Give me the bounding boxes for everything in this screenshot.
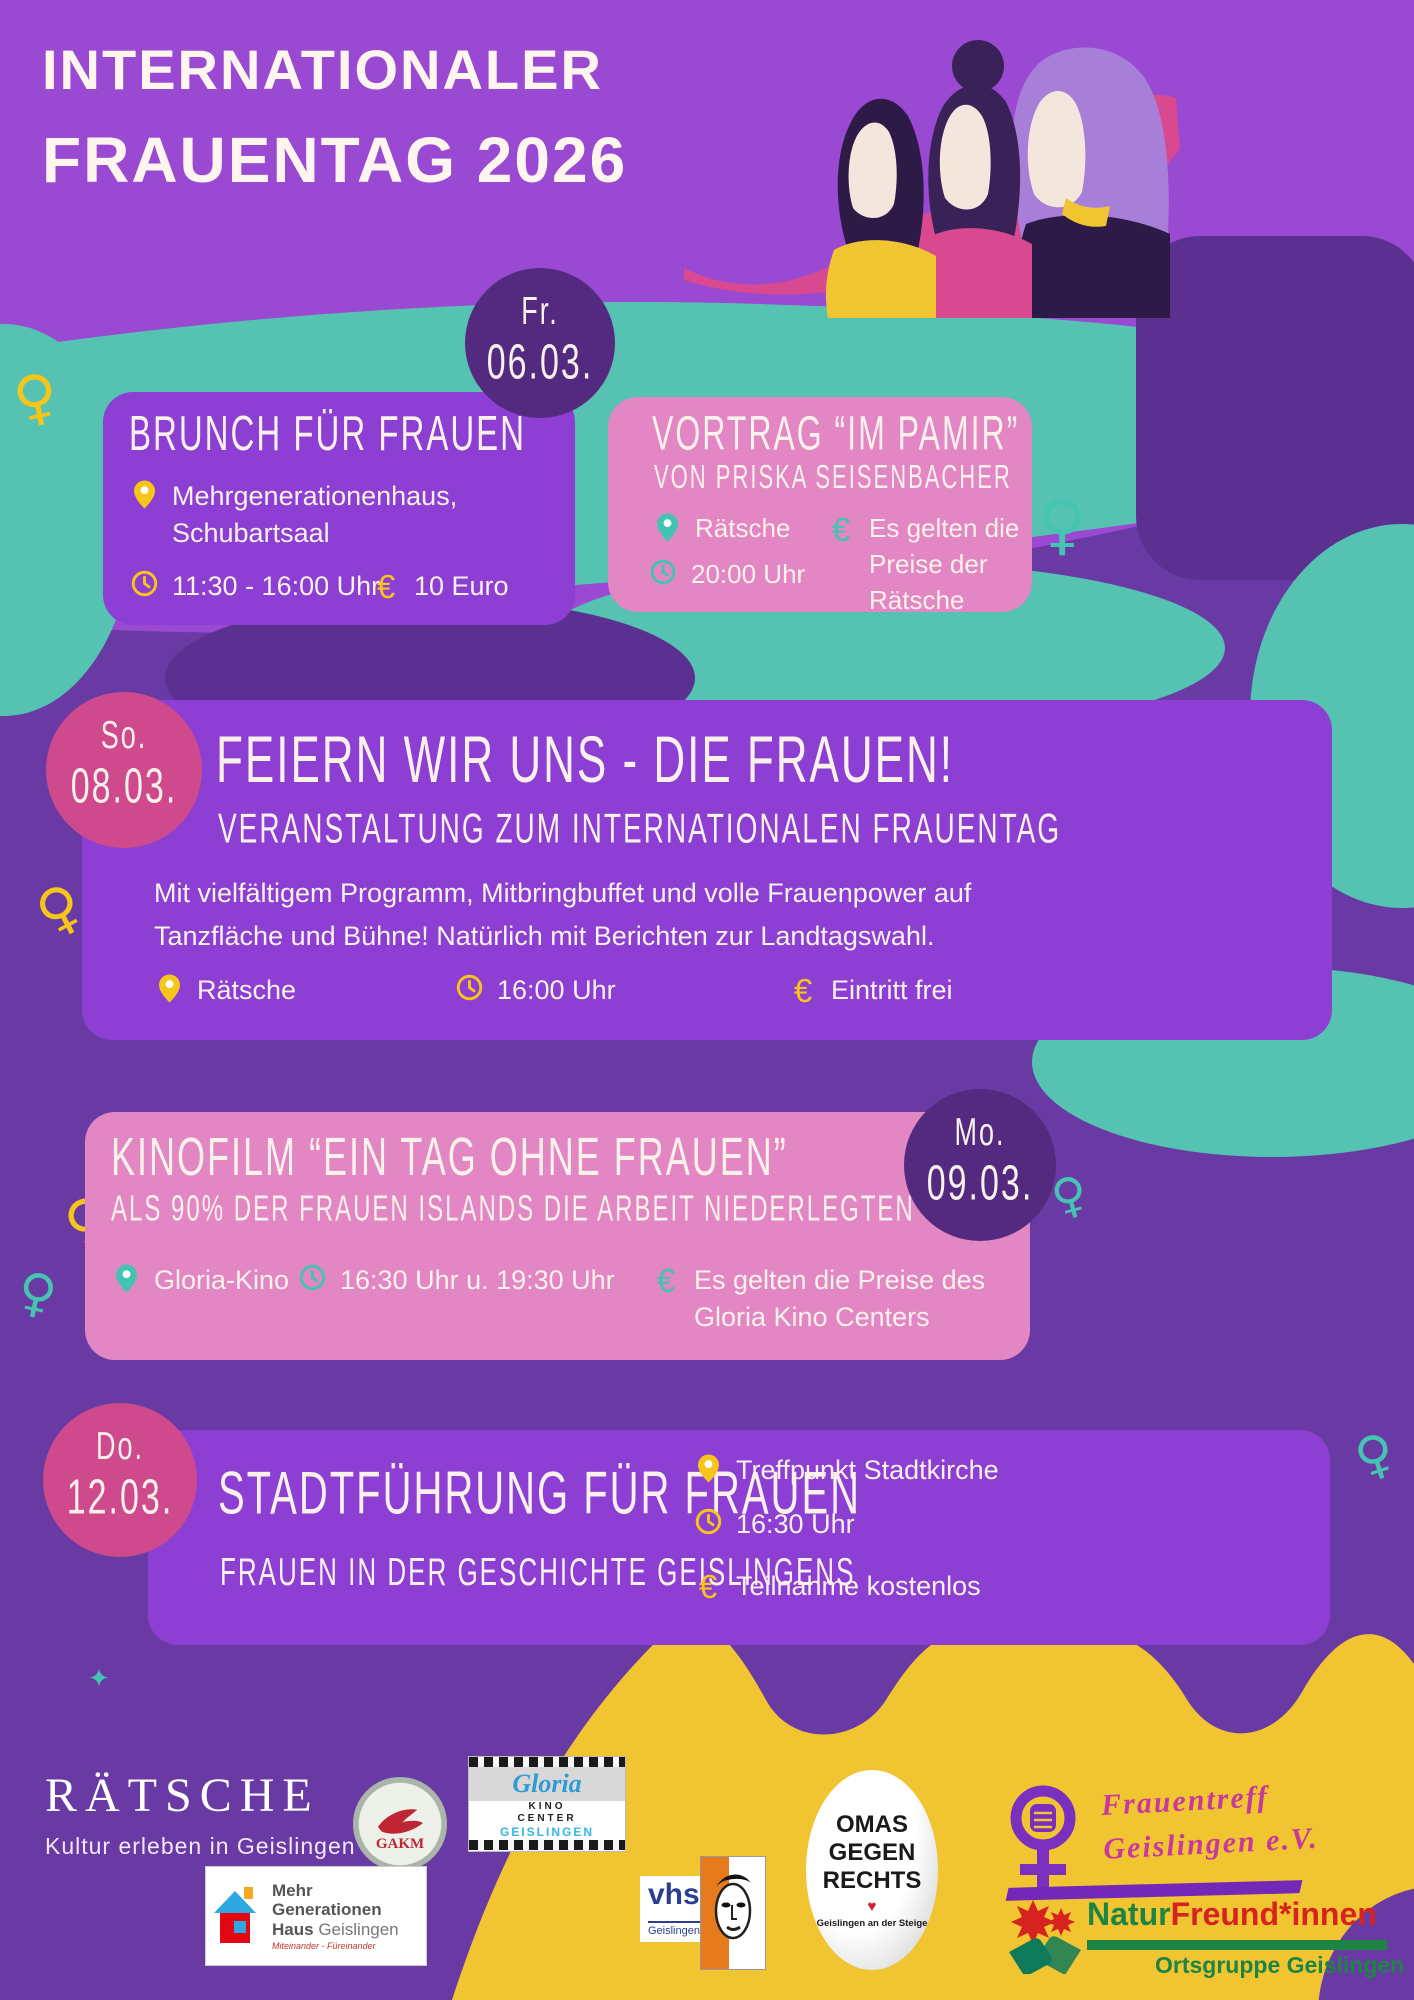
handshake-stars-icon	[1009, 1900, 1081, 1974]
event-subtitle: VON PRISKA SEISENBACHER	[654, 458, 1012, 496]
event-price: € Es gelten die Preise des Gloria Kino C…	[651, 1262, 985, 1337]
date-badge-do-1203: Do. 12.03.	[43, 1403, 197, 1557]
logo-mehrgenerationenhaus: Mehr Generationen Haus Geislingen Mitein…	[205, 1866, 427, 1966]
event-subtitle: VERANSTALTUNG ZUM INTERNATIONALEN FRAUEN…	[218, 805, 1062, 852]
clock-icon	[297, 1262, 327, 1291]
house-icon	[214, 1887, 256, 1943]
filmstrip-icon	[469, 1840, 625, 1850]
event-location: Rätsche	[652, 511, 790, 547]
event-card-feiern: FEIERN WIR UNS - DIE FRAUEN! VERANSTALTU…	[82, 700, 1332, 1040]
logo-frauentreff: Frauentreff Geislingen e.V.	[1000, 1780, 1330, 1902]
location-pin-icon	[111, 1262, 141, 1293]
euro-icon: €	[793, 972, 813, 1009]
euro-icon: €	[831, 511, 851, 548]
logo-omas-gegen-rechts: OMAS GEGEN RECHTS ♥ Geislingen an der St…	[806, 1770, 938, 1970]
event-price: € Es gelten die Preise der Rätsche	[826, 511, 1032, 619]
event-card-kinofilm: KINOFILM “EIN TAG OHNE FRAUEN” ALS 90% D…	[85, 1112, 1030, 1360]
euro-icon: €	[376, 568, 396, 605]
logo-gloria-kino: Gloria KINO CENTER GEISLINGEN	[468, 1756, 626, 1852]
event-title: STADTFÜHRUNG FÜR FRAUEN	[218, 1461, 862, 1527]
sparkle-icon: ✦	[88, 1664, 110, 1694]
heart-icon: ♥	[867, 1898, 877, 1916]
event-title: BRUNCH FÜR FRAUEN	[129, 405, 526, 461]
event-subtitle: ALS 90% DER FRAUEN ISLANDS DIE ARBEIT NI…	[111, 1189, 915, 1230]
event-card-stadtfuehrung: STADTFÜHRUNG FÜR FRAUEN FRAUEN IN DER GE…	[148, 1430, 1330, 1645]
event-time: 16:00 Uhr	[454, 972, 616, 1009]
event-subtitle: FRAUEN IN DER GESCHICHTE GEISLINGENS	[220, 1549, 856, 1594]
event-location: Treffpunkt Stadtkirche	[693, 1452, 999, 1489]
event-time: 11:30 - 16:00 Uhr	[129, 568, 380, 605]
event-title: VORTRAG “IM PAMIR”	[652, 406, 1020, 460]
women-illustration	[684, 40, 1180, 318]
event-time: 20:00 Uhr	[648, 557, 805, 593]
location-pin-icon	[129, 478, 159, 509]
logo-raetsche: RÄTSCHE Kultur erleben in Geislingen	[45, 1769, 356, 1859]
location-pin-icon	[652, 511, 682, 542]
venus-icon: ♀	[1038, 486, 1087, 563]
event-description: Mit vielfältigem Programm, Mitbringbuffe…	[154, 878, 972, 951]
date-badge-fr-0603: Fr. 06.03.	[465, 268, 615, 418]
poster-title-line1: INTERNATIONALER	[42, 38, 603, 101]
event-card-brunch: BRUNCH FÜR FRAUEN Mehrgenerationenhaus, …	[103, 392, 575, 625]
logo-naturfreunde: NaturFreund*innen Ortsgruppe Geislingen	[1005, 1898, 1405, 1978]
event-price: € Eintritt frei	[788, 972, 953, 1009]
event-price: € Teilnahme kostenlos	[693, 1568, 981, 1605]
gakm-badge-icon	[352, 1776, 448, 1872]
clock-icon	[648, 557, 678, 585]
date-badge-mo-0903: Mo. 09.03.	[904, 1089, 1056, 1241]
poster-title-line2: FRAUENTAG 2026	[42, 124, 628, 196]
location-pin-icon	[154, 972, 184, 1003]
event-title: KINOFILM “EIN TAG OHNE FRAUEN”	[111, 1125, 788, 1187]
filmstrip-icon	[469, 1757, 625, 1767]
clock-icon	[693, 1506, 723, 1535]
event-location: Gloria-Kino	[111, 1262, 289, 1299]
woman-power-fist-icon	[1010, 1785, 1076, 1890]
event-card-vortrag: VORTRAG “IM PAMIR” VON PRISKA SEISENBACH…	[608, 397, 1032, 615]
clock-icon	[129, 568, 159, 597]
clock-icon	[454, 972, 484, 1001]
event-title: FEIERN WIR UNS - DIE FRAUEN!	[216, 723, 955, 797]
euro-icon: €	[656, 1262, 676, 1299]
woman-face-icon	[701, 1857, 765, 1969]
date-badge-so-0803: So. 08.03.	[46, 692, 202, 848]
logo-gakm: GAKM	[352, 1776, 448, 1872]
green-bar	[1087, 1940, 1387, 1950]
logo-woman-face-art	[700, 1856, 766, 1970]
location-pin-icon	[693, 1452, 723, 1483]
event-location: Rätsche	[154, 972, 296, 1009]
event-time: 16:30 Uhr u. 19:30 Uhr	[297, 1262, 615, 1299]
event-price: € 10 Euro	[371, 568, 509, 605]
event-location: Mehrgenerationenhaus, Schubartsaal	[129, 478, 457, 553]
event-time: 16:30 Uhr	[693, 1506, 855, 1543]
euro-icon: €	[698, 1568, 718, 1605]
